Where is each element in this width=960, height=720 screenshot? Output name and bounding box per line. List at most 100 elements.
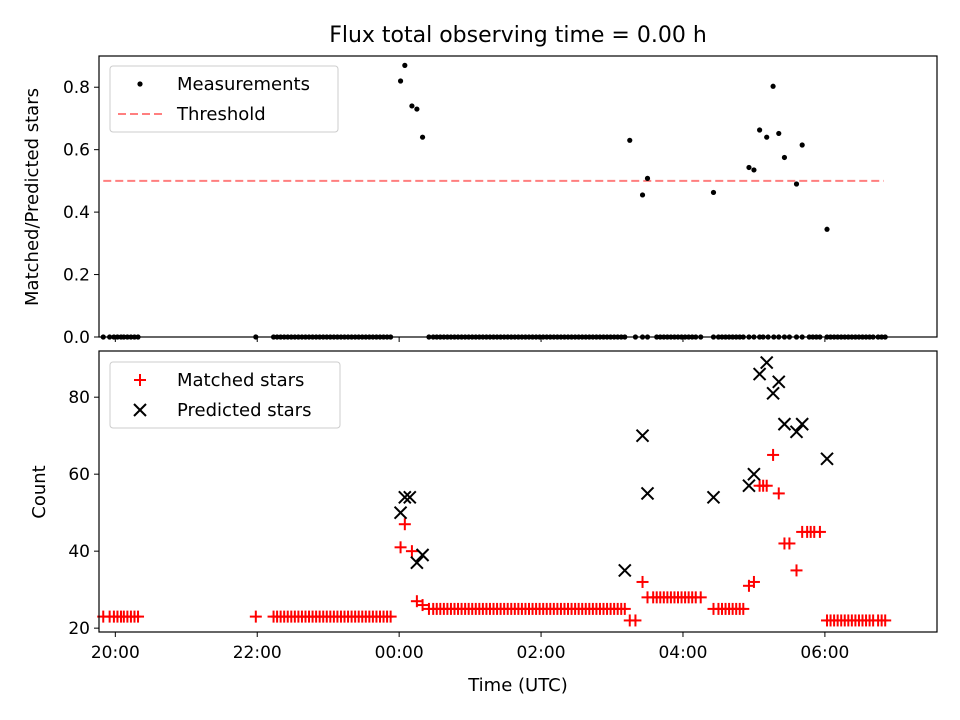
predicted-star-stroke-b <box>777 417 792 431</box>
measurement-point <box>757 127 763 133</box>
predicted-star-point <box>747 467 761 481</box>
predicted-star-stroke-b <box>742 479 756 493</box>
predicted-star-stroke-b <box>415 548 430 562</box>
matched-star-point <box>813 525 826 538</box>
predicted-star-stroke-b <box>772 375 786 389</box>
matched-star-point <box>790 564 803 577</box>
bottom-x-tick-label: 00:00 <box>375 643 424 663</box>
matched-star-point <box>618 602 631 615</box>
predicted-star-point <box>618 563 632 578</box>
matched-star-point <box>772 487 785 500</box>
top-x-ticks <box>114 337 826 342</box>
matched-star-point <box>405 545 418 558</box>
top-legend-box <box>109 65 339 133</box>
matched-star-point <box>747 575 760 588</box>
predicted-star-stroke-b <box>747 467 761 481</box>
figure-title: Flux total observing time = 0.00 h <box>329 23 707 48</box>
top-y-tick-label: 0.8 <box>63 78 90 98</box>
measurement-point <box>799 142 805 148</box>
top-legend: Measurements Threshold <box>109 65 339 133</box>
matched-star-point <box>636 575 649 588</box>
top-y-tick-label: 0.6 <box>63 141 90 161</box>
measurement-point <box>639 192 646 198</box>
top-y-tick-label: 0.4 <box>63 203 90 223</box>
measurement-point <box>419 134 426 140</box>
matched-star-point <box>767 448 780 461</box>
measurement-point <box>746 164 752 171</box>
measurement-point <box>781 154 788 161</box>
bottom-y-tick-label: 80 <box>68 388 90 408</box>
measurement-point <box>770 83 776 89</box>
measurement-point <box>627 137 633 143</box>
measurement-point <box>397 78 404 84</box>
measurement-point <box>644 175 651 181</box>
bottom-y-tick-label: 40 <box>68 542 90 562</box>
measurement-point <box>751 167 757 173</box>
measurement-point <box>764 134 770 140</box>
measurement-point <box>824 226 830 232</box>
bottom-x-tick-label: 04:00 <box>658 643 707 663</box>
predicted-star-point <box>415 548 430 562</box>
legend-matched-label: Matched stars <box>177 370 304 391</box>
legend-predicted-label: Predicted stars <box>177 400 311 421</box>
predicted-star-stroke-b <box>789 425 804 439</box>
legend-measurements-marker <box>137 81 143 87</box>
top-y-axis-label: Matched/Predicted stars <box>22 88 43 306</box>
bottom-x-ticks: 20:00 22:00 00:00 02:00 04:00 06:00 <box>91 632 849 663</box>
measurement-point <box>414 106 420 112</box>
legend-predicted-marker <box>133 403 147 417</box>
top-panel: 0.00.20.40.60.8 Matched/Predicted stars … <box>22 55 938 348</box>
x-axis-label: Time (UTC) <box>467 675 568 696</box>
predicted-star-point <box>820 452 834 466</box>
matched-star-point <box>737 602 750 615</box>
top-axes-frame <box>98 55 938 338</box>
predicted-star-point <box>742 479 756 493</box>
legend-threshold-label: Threshold <box>176 104 266 125</box>
bottom-y-tick-label: 60 <box>68 465 90 485</box>
legend-matched-marker <box>134 374 146 386</box>
top-data-layer <box>100 62 888 340</box>
matched-star-point <box>398 518 411 531</box>
predicted-star-point <box>772 375 786 389</box>
measurement-point <box>402 62 408 68</box>
predicted-star-stroke-b <box>795 417 809 431</box>
predicted-star-point <box>398 490 412 504</box>
predicted-star-stroke-b <box>640 486 655 501</box>
bottom-x-tick-label: 22:00 <box>233 643 282 663</box>
bottom-data-layer <box>97 355 892 627</box>
bottom-y-tick-label: 20 <box>68 619 90 639</box>
predicted-star-point <box>393 505 408 520</box>
matched-star-point <box>879 614 892 627</box>
predicted-star-stroke-b <box>398 490 412 504</box>
top-y-tick-label: 0.2 <box>63 266 90 286</box>
matched-star-point <box>629 614 642 627</box>
bottom-y-axis-label: Count <box>29 465 50 518</box>
predicted-star-stroke-b <box>759 355 774 370</box>
bottom-x-tick-label: 06:00 <box>800 643 849 663</box>
measurement-point <box>793 181 800 187</box>
measurement-point <box>409 103 415 109</box>
predicted-star-point <box>759 355 774 370</box>
predicted-star-point <box>766 386 780 401</box>
bottom-legend: Matched stars Predicted stars <box>109 361 341 429</box>
predicted-star-point <box>795 417 809 431</box>
predicted-star-stroke-b <box>618 563 632 578</box>
predicted-star-stroke-b <box>393 505 408 520</box>
matched-star-point <box>783 537 796 550</box>
matched-star-point <box>694 591 707 604</box>
predicted-star-point <box>640 486 655 501</box>
bottom-axes-frame <box>98 350 938 633</box>
measurement-point <box>776 130 782 137</box>
matched-star-point <box>760 479 773 492</box>
predicted-star-stroke-b <box>752 367 767 381</box>
top-y-tick-label: 0.0 <box>63 328 90 348</box>
predicted-star-stroke-b <box>403 490 417 504</box>
bottom-x-tick-label: 20:00 <box>91 643 140 663</box>
predicted-star-point <box>789 425 804 439</box>
matched-star-point <box>394 541 407 554</box>
measurement-point <box>710 189 717 196</box>
matched-star-point <box>249 610 262 623</box>
matched-star-point <box>132 610 145 623</box>
